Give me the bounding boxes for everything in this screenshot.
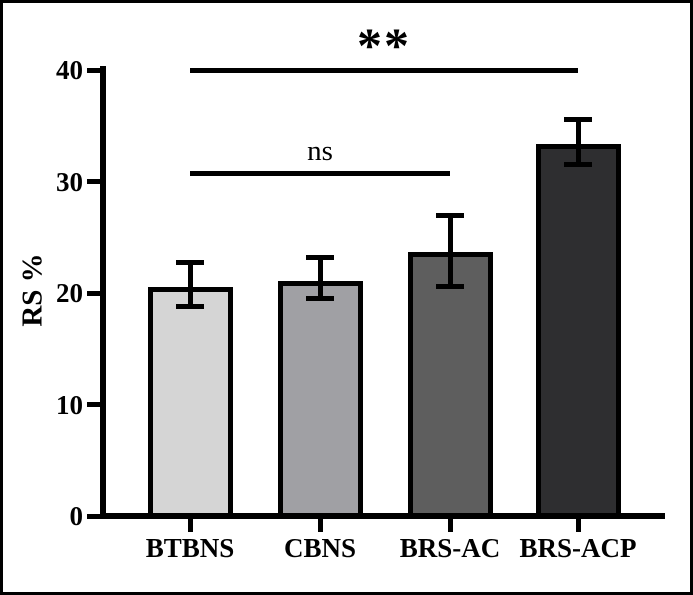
error-bar-cap-top <box>176 259 204 265</box>
error-bar-cap-top <box>306 255 334 261</box>
y-tick-mark <box>87 402 101 407</box>
error-bar-cap-bottom <box>564 162 592 167</box>
bar <box>407 251 493 519</box>
y-tick-label: 40 <box>56 55 83 85</box>
y-tick-label: 10 <box>56 389 83 420</box>
error-bar-cap-bottom <box>436 283 464 289</box>
bar <box>277 280 363 519</box>
y-tick-label: 20 <box>56 278 83 308</box>
bar <box>147 287 233 519</box>
x-tick-mark <box>317 519 323 532</box>
x-category-label: BTBNS <box>145 533 235 563</box>
x-category-label: CBNS <box>283 533 357 563</box>
error-bar-cap-bottom <box>176 303 204 309</box>
y-tick-label: 30 <box>56 166 83 197</box>
error-bar-cap-top <box>564 116 592 122</box>
significance-label: ns <box>307 134 333 167</box>
y-tick-mark <box>87 179 101 184</box>
error-bar-stem <box>187 259 193 309</box>
x-category-label: BRS-ACP <box>519 533 637 563</box>
x-axis-line <box>100 513 665 519</box>
error-bar-stem <box>447 212 453 289</box>
y-tick-label: 0 <box>69 501 84 531</box>
y-tick-mark <box>87 290 101 296</box>
significance-label: ** <box>357 17 411 73</box>
significance-bracket <box>190 170 450 176</box>
y-tick-mark <box>87 67 101 73</box>
x-category-label: BRS-AC <box>399 533 501 563</box>
error-bar-stem <box>317 255 323 301</box>
x-tick-mark <box>575 519 581 532</box>
x-tick-mark <box>187 519 193 532</box>
y-axis-line <box>100 66 106 519</box>
error-bar-cap-bottom <box>306 295 334 301</box>
error-bar-cap-top <box>436 212 464 218</box>
significance-bracket <box>190 68 578 73</box>
x-tick-mark <box>447 519 453 532</box>
error-bar-stem <box>575 116 581 167</box>
bar <box>535 143 621 519</box>
y-tick-mark <box>87 513 101 519</box>
